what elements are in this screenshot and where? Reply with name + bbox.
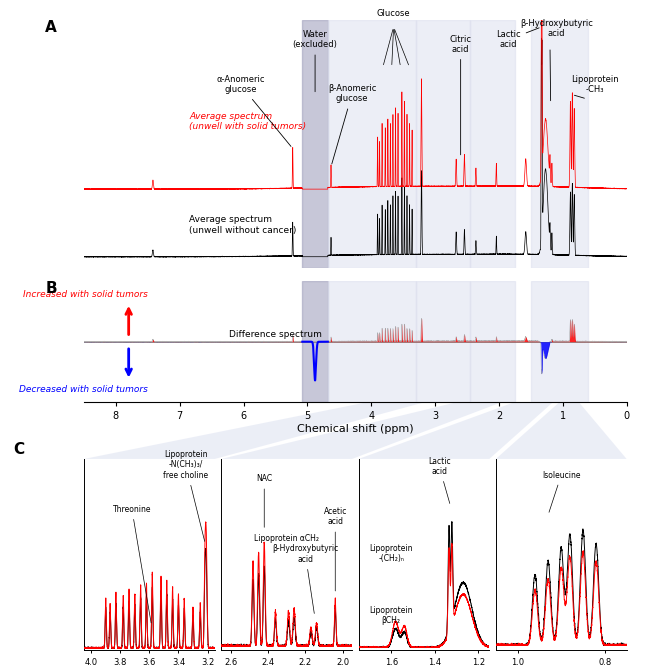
Text: Glucose: Glucose: [377, 9, 410, 18]
Text: C: C: [13, 442, 24, 457]
Text: B: B: [45, 281, 57, 296]
Text: Isoleucine: Isoleucine: [542, 470, 581, 513]
Text: Lipoprotein αCH₂: Lipoprotein αCH₂: [254, 534, 319, 543]
Text: Decreased with solid tumors: Decreased with solid tumors: [19, 385, 148, 394]
Bar: [470, 20, 515, 268]
Text: Lipoprotein
-(CH₂)ₙ: Lipoprotein -(CH₂)ₙ: [370, 544, 413, 563]
Text: A: A: [45, 20, 57, 35]
Bar: [302, 20, 328, 268]
Text: Increased with solid tumors: Increased with solid tumors: [23, 289, 148, 299]
Text: Lactic
acid: Lactic acid: [428, 457, 450, 503]
Bar: [416, 20, 470, 268]
Bar: [416, 281, 470, 402]
Bar: [328, 20, 416, 268]
Text: β-Hydroxybutyric
acid: β-Hydroxybutyric acid: [272, 545, 339, 614]
Text: Water
(excluded): Water (excluded): [293, 30, 337, 92]
Text: Citric
acid: Citric acid: [450, 34, 472, 155]
Text: Difference spectrum: Difference spectrum: [229, 330, 322, 339]
Text: α-Anomeric
glucose: α-Anomeric glucose: [216, 75, 291, 147]
Text: Lipoprotein
-N(CH₃)₃/
free choline: Lipoprotein -N(CH₃)₃/ free choline: [163, 450, 208, 541]
Text: Lactic
acid: Lactic acid: [496, 28, 539, 50]
Text: Average spectrum
(unwell with solid tumors): Average spectrum (unwell with solid tumo…: [189, 112, 306, 131]
Text: Average spectrum
(unwell without cancer): Average spectrum (unwell without cancer): [189, 216, 297, 235]
Bar: [328, 281, 416, 402]
X-axis label: Chemical shift (ppm): Chemical shift (ppm): [297, 424, 413, 433]
Bar: [531, 20, 589, 268]
Bar: [470, 281, 515, 402]
Text: Acetic
acid: Acetic acid: [324, 507, 347, 591]
Text: β-Hydroxybutyric
acid: β-Hydroxybutyric acid: [520, 19, 593, 38]
Text: β-Anomeric
glucose: β-Anomeric glucose: [328, 84, 377, 164]
Text: Lipoprotein
βCH₂: Lipoprotein βCH₂: [370, 606, 413, 626]
Text: Threonine: Threonine: [112, 505, 151, 623]
Text: Lipoprotein
-CH₃: Lipoprotein -CH₃: [571, 75, 618, 94]
Bar: [302, 281, 328, 402]
Text: NAC: NAC: [256, 474, 273, 527]
Bar: [531, 281, 589, 402]
